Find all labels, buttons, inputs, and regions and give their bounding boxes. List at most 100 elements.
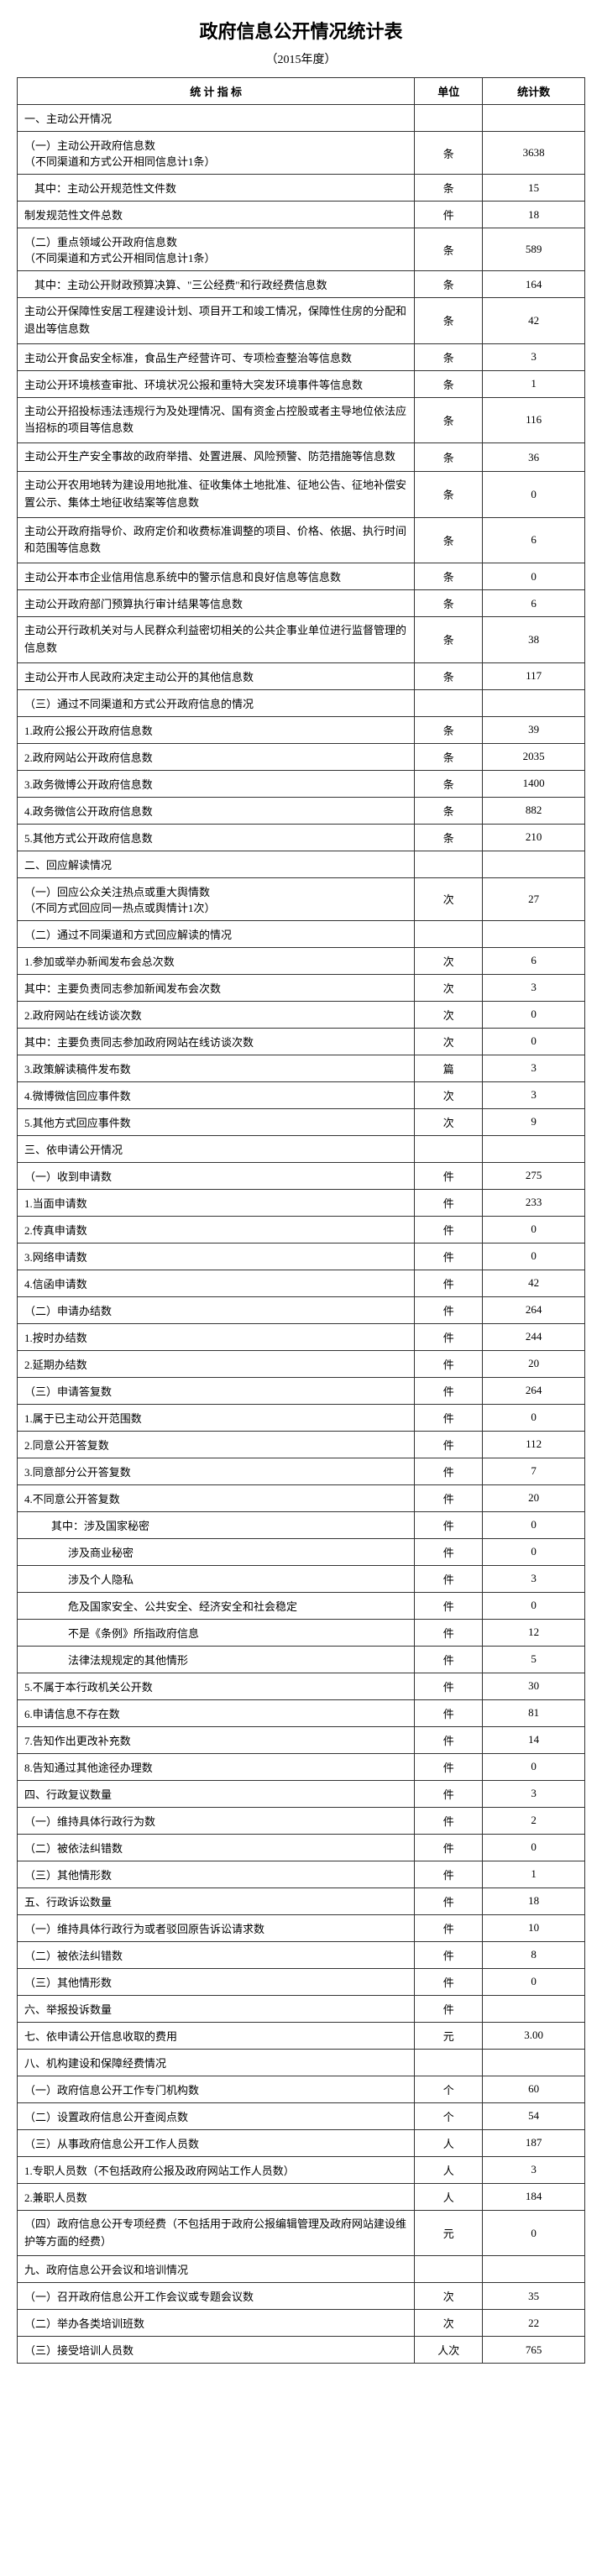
- table-row: 4.政务微信公开政府信息数条882: [18, 797, 585, 824]
- unit-cell: 件: [415, 1861, 483, 1887]
- indicator-cell: 危及国家安全、公共安全、经济安全和社会稳定: [18, 1592, 415, 1619]
- table-row: （二）申请办结数件264: [18, 1296, 585, 1323]
- table-row: 2.延期办结数件20: [18, 1350, 585, 1377]
- table-row: 制发规范性文件总数件18: [18, 202, 585, 228]
- value-cell: 765: [483, 2337, 585, 2364]
- table-row: 2.政府网站在线访谈次数次0: [18, 1001, 585, 1028]
- indicator-cell: （二）举办各类培训班数: [18, 2310, 415, 2337]
- value-cell: 14: [483, 1726, 585, 1753]
- indicator-cell: 其中：涉及国家秘密: [18, 1511, 415, 1538]
- table-row: 1.属于已主动公开范围数件0: [18, 1404, 585, 1431]
- indicator-cell: 8.告知通过其他途径办理数: [18, 1753, 415, 1780]
- value-cell: [483, 851, 585, 877]
- table-row: 涉及个人隐私件3: [18, 1565, 585, 1592]
- table-row: （二）通过不同渠道和方式回应解读的情况: [18, 920, 585, 947]
- value-cell: [483, 105, 585, 132]
- indicator-cell: 涉及个人隐私: [18, 1565, 415, 1592]
- unit-cell: [415, 2256, 483, 2283]
- value-cell: 116: [483, 397, 585, 443]
- indicator-cell: 2.同意公开答复数: [18, 1431, 415, 1458]
- value-cell: 0: [483, 1001, 585, 1028]
- unit-cell: 条: [415, 563, 483, 590]
- value-cell: 0: [483, 1753, 585, 1780]
- indicator-cell: （一）政府信息公开工作专门机构数: [18, 2076, 415, 2102]
- indicator-cell: （四）政府信息公开专项经费（不包括用于政府公报编辑管理及政府网站建设维护等方面的…: [18, 2210, 415, 2256]
- unit-cell: 件: [415, 1780, 483, 1807]
- indicator-cell: 主动公开政府部门预算执行审计结果等信息数: [18, 590, 415, 617]
- value-cell: 0: [483, 1404, 585, 1431]
- value-cell: 264: [483, 1377, 585, 1404]
- table-row: 3.同意部分公开答复数件7: [18, 1458, 585, 1484]
- indicator-cell: 1.参加或举办新闻发布会总次数: [18, 947, 415, 974]
- value-cell: 3: [483, 2156, 585, 2183]
- indicator-cell: 其中：主动公开规范性文件数: [18, 175, 415, 202]
- table-row: （二）被依法纠错数件8: [18, 1941, 585, 1968]
- indicator-cell: 七、依申请公开信息收取的费用: [18, 2022, 415, 2049]
- indicator-cell: （二）被依法纠错数: [18, 1941, 415, 1968]
- table-row: 主动公开农用地转为建设用地批准、征收集体土地批准、征地公告、征地补偿安置公示、集…: [18, 471, 585, 517]
- table-row: 危及国家安全、公共安全、经济安全和社会稳定件0: [18, 1592, 585, 1619]
- value-cell: 27: [483, 877, 585, 920]
- indicator-cell: （三）接受培训人员数: [18, 2337, 415, 2364]
- indicator-cell: （一）主动公开政府信息数（不同渠道和方式公开相同信息计1条）: [18, 132, 415, 175]
- value-cell: 164: [483, 271, 585, 298]
- indicator-cell: 1.专职人员数（不包括政府公报及政府网站工作人员数）: [18, 2156, 415, 2183]
- value-cell: 6: [483, 590, 585, 617]
- table-row: （二）重点领域公开政府信息数（不同渠道和方式公开相同信息计1条）条589: [18, 228, 585, 271]
- value-cell: 22: [483, 2310, 585, 2337]
- value-cell: 9: [483, 1108, 585, 1135]
- table-row: 主动公开生产安全事故的政府举措、处置进展、风险预警、防范措施等信息数条36: [18, 443, 585, 472]
- unit-cell: 件: [415, 1699, 483, 1726]
- unit-cell: 人: [415, 2129, 483, 2156]
- value-cell: 54: [483, 2102, 585, 2129]
- unit-cell: 次: [415, 974, 483, 1001]
- unit-cell: 条: [415, 590, 483, 617]
- table-row: （一）召开政府信息公开工作会议或专题会议数次35: [18, 2283, 585, 2310]
- value-cell: 0: [483, 2210, 585, 2256]
- table-row: （一）主动公开政府信息数（不同渠道和方式公开相同信息计1条）条3638: [18, 132, 585, 175]
- table-row: 4.微博微信回应事件数次3: [18, 1081, 585, 1108]
- table-row: 四、行政复议数量件3: [18, 1780, 585, 1807]
- value-cell: 20: [483, 1350, 585, 1377]
- indicator-cell: （三）通过不同渠道和方式公开政府信息的情况: [18, 689, 415, 716]
- unit-cell: [415, 920, 483, 947]
- table-row: 3.政务微博公开政府信息数条1400: [18, 770, 585, 797]
- value-cell: 1: [483, 370, 585, 397]
- unit-cell: 次: [415, 2283, 483, 2310]
- table-row: （一）收到申请数件275: [18, 1162, 585, 1189]
- unit-cell: 件: [415, 1243, 483, 1270]
- unit-cell: 条: [415, 770, 483, 797]
- value-cell: 0: [483, 1511, 585, 1538]
- value-cell: 81: [483, 1699, 585, 1726]
- table-row: 七、依申请公开信息收取的费用元3.00: [18, 2022, 585, 2049]
- indicator-cell: 4.政务微信公开政府信息数: [18, 797, 415, 824]
- unit-cell: 件: [415, 1673, 483, 1699]
- indicator-cell: 7.告知作出更改补充数: [18, 1726, 415, 1753]
- indicator-cell: 不是《条例》所指政府信息: [18, 1619, 415, 1646]
- value-cell: 264: [483, 1296, 585, 1323]
- unit-cell: 件: [415, 1377, 483, 1404]
- table-row: 1.按时办结数件244: [18, 1323, 585, 1350]
- unit-cell: 件: [415, 1511, 483, 1538]
- value-cell: 0: [483, 1216, 585, 1243]
- indicator-cell: 3.政策解读稿件发布数: [18, 1055, 415, 1081]
- unit-cell: 件: [415, 1458, 483, 1484]
- header-indicator: 统 计 指 标: [18, 78, 415, 105]
- table-row: 八、机构建设和保障经费情况: [18, 2049, 585, 2076]
- value-cell: [483, 920, 585, 947]
- indicator-cell: 主动公开政府指导价、政府定价和收费标准调整的项目、价格、依据、执行时间和范围等信…: [18, 517, 415, 563]
- unit-cell: 件: [415, 1431, 483, 1458]
- table-row: 不是《条例》所指政府信息件12: [18, 1619, 585, 1646]
- indicator-cell: 1.当面申请数: [18, 1189, 415, 1216]
- unit-cell: 件: [415, 1296, 483, 1323]
- table-row: （三）其他情形数件0: [18, 1968, 585, 1995]
- table-row: 九、政府信息公开会议和培训情况: [18, 2256, 585, 2283]
- table-row: 6.申请信息不存在数件81: [18, 1699, 585, 1726]
- table-row: 主动公开行政机关对与人民群众利益密切相关的公共企事业单位进行监督管理的信息数条3…: [18, 617, 585, 663]
- indicator-cell: 其中：主要负责同志参加政府网站在线访谈次数: [18, 1028, 415, 1055]
- value-cell: 210: [483, 824, 585, 851]
- unit-cell: 条: [415, 370, 483, 397]
- table-row: 五、行政诉讼数量件18: [18, 1887, 585, 1914]
- indicator-cell: （一）维持具体行政行为或者驳回原告诉讼请求数: [18, 1914, 415, 1941]
- table-row: 2.同意公开答复数件112: [18, 1431, 585, 1458]
